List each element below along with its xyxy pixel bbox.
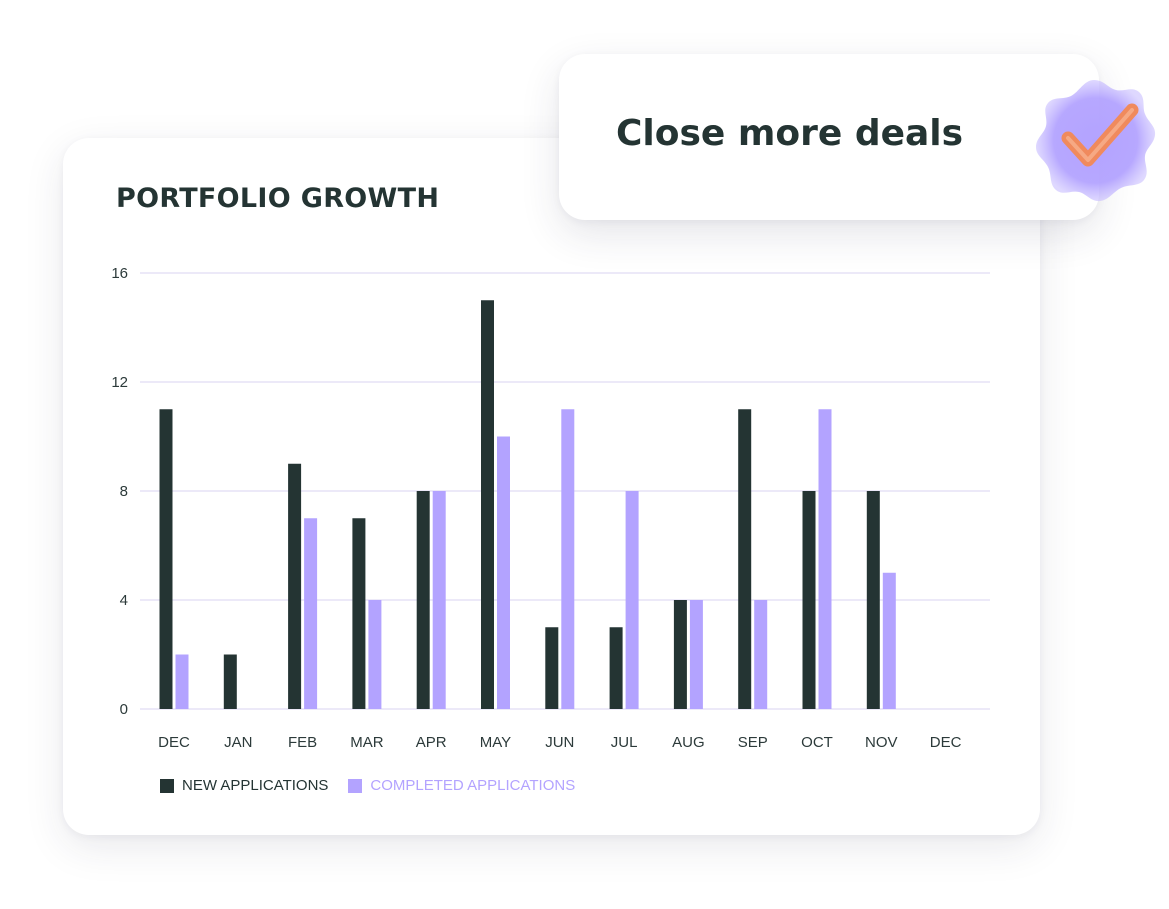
checkmark-badge-icon xyxy=(1036,80,1156,202)
chart-title: PORTFOLIO GROWTH xyxy=(116,183,440,214)
bar-new-applications[interactable] xyxy=(352,518,366,709)
bar-new-applications[interactable] xyxy=(802,491,816,709)
x-tick-label: APR xyxy=(416,734,447,751)
bar-completed-applications[interactable] xyxy=(689,600,703,709)
bar-completed-applications[interactable] xyxy=(432,491,446,709)
bars xyxy=(159,300,896,710)
bar-new-applications[interactable] xyxy=(866,491,880,709)
y-tick-label: 12 xyxy=(111,374,128,391)
legend-item-new-applications[interactable]: NEW APPLICATIONS xyxy=(160,777,328,794)
x-tick-label: MAY xyxy=(480,734,511,751)
bar-completed-applications[interactable] xyxy=(561,409,575,709)
bar-new-applications[interactable] xyxy=(159,409,173,709)
legend-label-new-applications: NEW APPLICATIONS xyxy=(182,777,329,794)
x-tick-label: SEP xyxy=(738,734,768,751)
x-tick-label: JUL xyxy=(611,734,638,751)
bar-completed-applications[interactable] xyxy=(882,572,896,709)
x-tick-label: JUN xyxy=(545,734,574,751)
chart-legend: NEW APPLICATIONS COMPLETED APPLICATIONS xyxy=(160,777,595,794)
bar-completed-applications[interactable] xyxy=(175,654,189,710)
callout-text: Close more deals xyxy=(616,113,964,154)
bar-new-applications[interactable] xyxy=(223,654,237,710)
x-tick-label: FEB xyxy=(288,734,317,751)
y-axis-ticks: 0 4 8 12 16 xyxy=(111,265,128,718)
chart-card xyxy=(63,138,1040,835)
bar-completed-applications[interactable] xyxy=(304,518,318,709)
legend-swatch-completed-applications xyxy=(348,778,363,793)
bar-new-applications[interactable] xyxy=(738,409,752,709)
bar-new-applications[interactable] xyxy=(416,491,430,709)
bar-completed-applications[interactable] xyxy=(497,436,510,710)
y-tick-label: 16 xyxy=(111,265,128,282)
bar-completed-applications[interactable] xyxy=(368,600,382,709)
bar-completed-applications[interactable] xyxy=(625,491,639,709)
x-tick-label: DEC xyxy=(158,734,190,751)
x-tick-label: OCT xyxy=(801,734,833,751)
x-tick-label: DEC xyxy=(930,734,962,751)
legend-label-completed-applications: COMPLETED APPLICATIONS xyxy=(370,777,576,794)
y-tick-label: 8 xyxy=(120,483,128,500)
bar-completed-applications[interactable] xyxy=(754,600,768,709)
x-tick-label: MAR xyxy=(350,734,384,751)
bar-completed-applications[interactable] xyxy=(818,409,832,709)
bar-new-applications[interactable] xyxy=(609,627,623,709)
legend-swatch-new-applications xyxy=(160,778,174,793)
callout-card xyxy=(559,54,1099,220)
x-tick-label: NOV xyxy=(865,734,898,751)
bar-new-applications[interactable] xyxy=(673,600,687,709)
badge-shape xyxy=(1036,80,1156,202)
x-tick-label: JAN xyxy=(224,734,252,751)
legend-item-completed-applications[interactable]: COMPLETED APPLICATIONS xyxy=(348,777,575,794)
y-tick-label: 0 xyxy=(120,701,128,718)
x-tick-label: AUG xyxy=(672,734,705,751)
bar-new-applications[interactable] xyxy=(481,300,494,709)
bar-new-applications[interactable] xyxy=(545,627,559,709)
x-axis-ticks: DEC JAN FEB MAR APR MAY JUN JUL AUG SEP OCT NOV DEC xyxy=(158,734,961,751)
bar-new-applications[interactable] xyxy=(288,463,302,709)
y-tick-label: 4 xyxy=(120,592,128,609)
